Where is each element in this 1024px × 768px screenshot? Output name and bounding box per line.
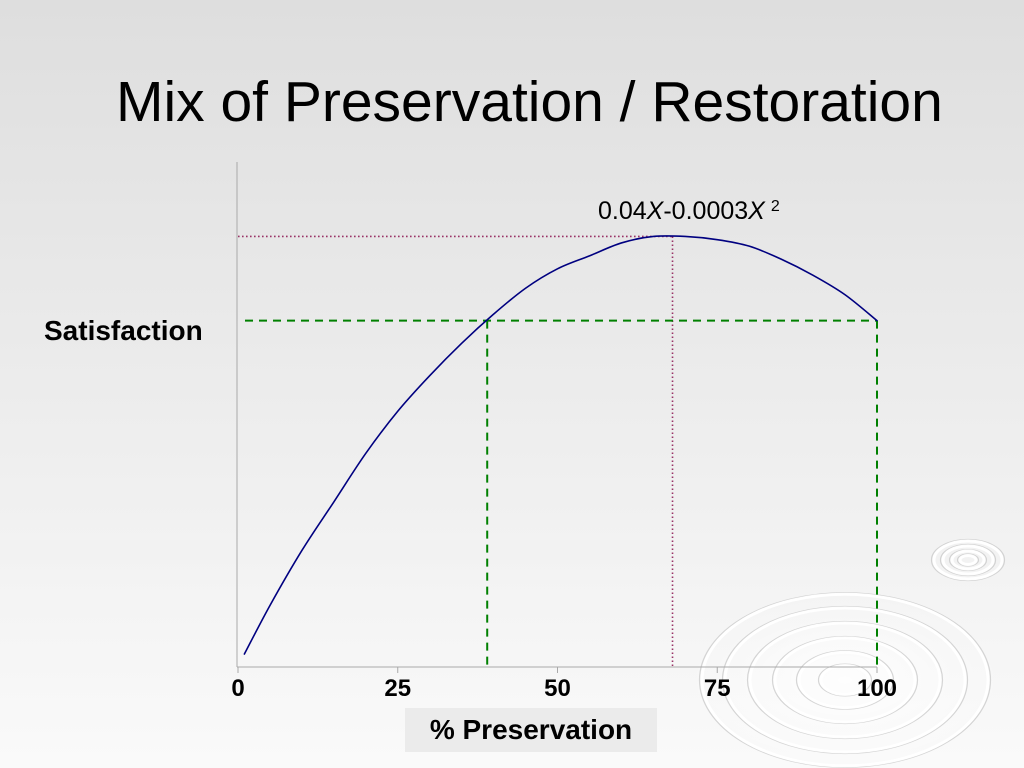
ripple-ring <box>958 554 978 566</box>
slide-title: Mix of Preservation / Restoration <box>116 70 943 134</box>
ripple-ring <box>773 636 917 724</box>
formula-exponent: 2 <box>770 198 780 215</box>
formula-label: 0.04X-0.0003X 2 <box>598 197 780 227</box>
ripple-ring <box>932 539 1004 581</box>
series-line <box>243 235 878 655</box>
x-tick-label: 0 <box>231 675 245 702</box>
formula-variable-x: X <box>646 197 664 225</box>
x-axis-label-box: % Preservation <box>405 708 657 752</box>
formula-coefficient-a: 0.04 <box>598 197 647 225</box>
x-axis-label: % Preservation <box>429 714 633 745</box>
ripple-ring <box>950 549 986 571</box>
x-tick-marks <box>237 667 878 673</box>
ripple-ring <box>700 592 990 768</box>
formula-coefficient-b: -0.0003 <box>663 197 749 225</box>
ripple-ring <box>797 650 893 710</box>
ripple-ring <box>941 544 995 576</box>
x-tick-label: 100 <box>856 675 898 702</box>
x-tick-label: 25 <box>384 675 412 702</box>
ripple-glow <box>685 594 1005 766</box>
x-tick-label: 50 <box>544 675 571 702</box>
x-tick-label: 75 <box>703 675 731 702</box>
y-axis-label: Satisfaction <box>44 315 203 346</box>
ripple-rings <box>698 538 1006 768</box>
formula-variable-x-squared: X <box>748 197 765 225</box>
ripple-ring <box>723 606 967 754</box>
ripple-ring <box>748 621 942 739</box>
ripple-ring <box>819 664 871 696</box>
